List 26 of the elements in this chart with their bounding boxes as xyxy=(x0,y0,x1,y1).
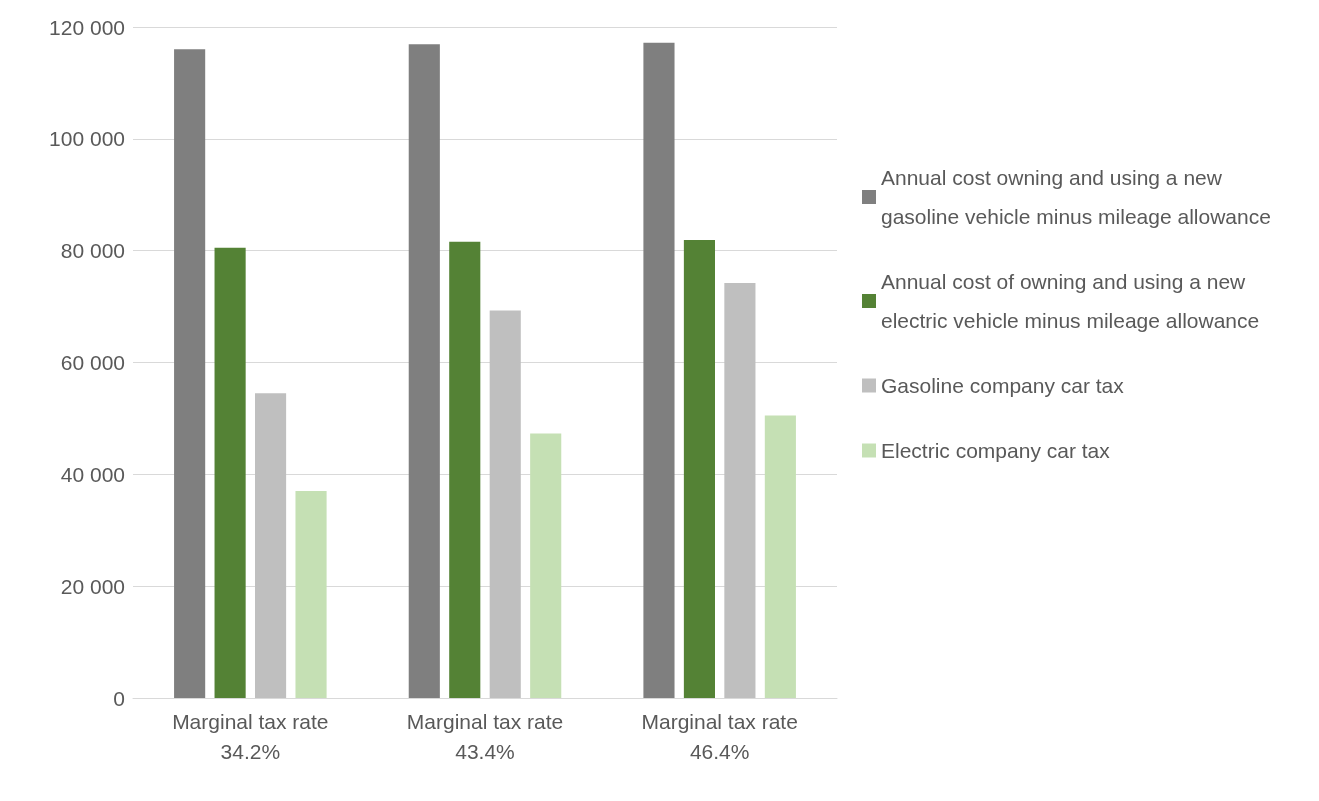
y-tick-label: 20 000 xyxy=(60,574,125,598)
y-tick-label: 0 xyxy=(113,686,125,710)
bar xyxy=(295,491,327,698)
bar xyxy=(764,415,796,698)
x-tick-label: Marginal tax rate 46.4% xyxy=(641,709,798,763)
bar xyxy=(214,247,246,698)
bar xyxy=(255,393,287,698)
bar xyxy=(449,241,481,698)
bar xyxy=(174,49,206,698)
legend-label: Gasoline company car tax xyxy=(881,374,1125,397)
bar xyxy=(724,283,756,698)
bar xyxy=(683,240,715,698)
bar xyxy=(530,433,562,698)
legend-label: Annual cost owning and using a new gasoline vehicle minus mileage allowance xyxy=(881,166,1271,228)
y-tick-label: 60 000 xyxy=(60,351,125,374)
bar xyxy=(489,310,521,698)
x-tick-label: Marginal tax rate 34.2% xyxy=(172,709,329,763)
x-tick-label: Marginal tax rate 43.4% xyxy=(406,709,564,763)
legend-label: Electric company car tax xyxy=(881,439,1111,462)
y-tick-label: 80 000 xyxy=(60,239,125,263)
bar xyxy=(408,44,440,698)
bar xyxy=(643,42,675,698)
y-tick-label: 100 000 xyxy=(49,127,125,151)
y-tick-label: 120 000 xyxy=(49,15,125,39)
y-tick-label: 40 000 xyxy=(60,462,125,486)
legend-label: Annual cost of owning and using a new electric vehicle minus mileage allowance xyxy=(881,270,1260,332)
